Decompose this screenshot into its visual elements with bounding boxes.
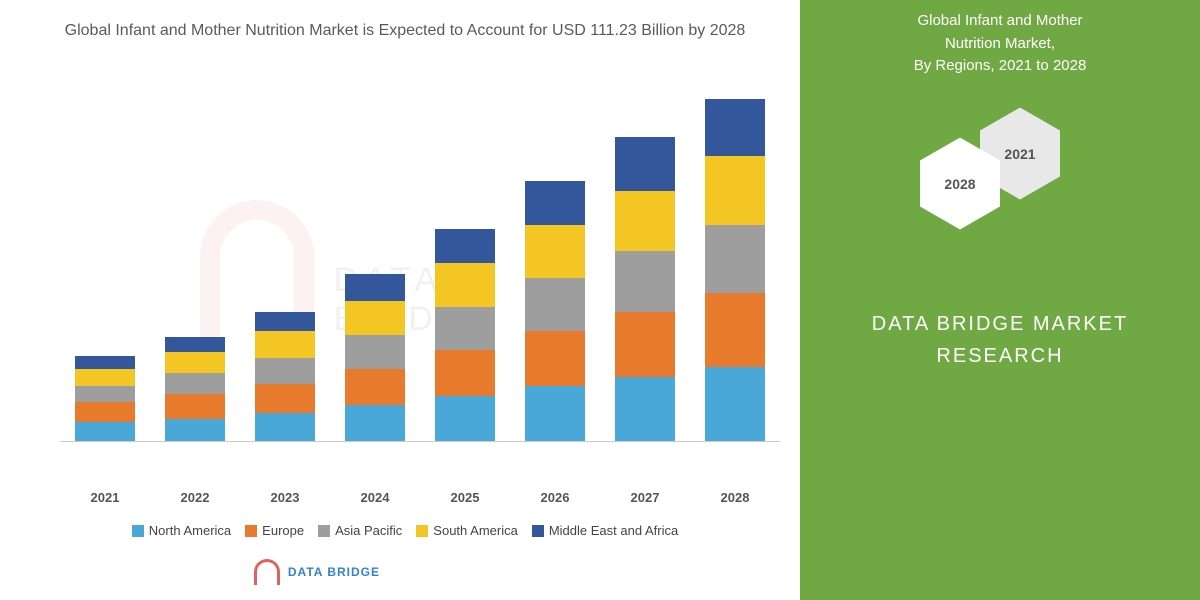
segment-2023-europe [255,384,315,413]
legend-swatch-icon [132,525,144,537]
segment-2024-north-america [345,405,405,441]
x-label-2025: 2025 [435,490,495,505]
segment-2024-south-america [345,301,405,335]
segment-2025-north-america [435,396,495,442]
segment-2027-europe [615,312,675,377]
x-label-2021: 2021 [75,490,135,505]
bar-2023 [255,62,315,441]
segment-2024-asia-pacific [345,335,405,369]
brand-line1: DATA BRIDGE MARKET [872,308,1128,340]
x-label-2026: 2026 [525,490,585,505]
right-title-line2: Nutrition Market, [914,33,1087,56]
legend-label: Asia Pacific [335,523,402,538]
segment-2028-south-america [705,156,765,224]
legend-label: Middle East and Africa [549,523,678,538]
footer-logo-text: DATA BRIDGE [288,565,380,579]
legend-swatch-icon [245,525,257,537]
brand-text: DATA BRIDGE MARKET RESEARCH [872,308,1128,372]
legend-label: Europe [262,523,304,538]
footer-logo-mark-icon [254,559,280,585]
segment-2022-north-america [165,419,225,442]
legend-swatch-icon [532,525,544,537]
segment-2026-north-america [525,386,585,441]
segment-2021-europe [75,402,135,423]
segment-2028-asia-pacific [705,225,765,293]
legend-label: South America [433,523,518,538]
segment-2023-asia-pacific [255,358,315,385]
segment-2026-europe [525,331,585,386]
chart-legend: North America Europe Asia Pacific South Ame… [30,523,780,538]
bar-2028 [705,62,765,441]
segment-2022-middle-east-and-africa [165,337,225,352]
right-panel-title: Global Infant and Mother Nutrition Marke… [894,10,1107,78]
segment-2025-middle-east-and-africa [435,229,495,263]
segment-2025-asia-pacific [435,307,495,351]
x-label-2027: 2027 [615,490,675,505]
bar-2026 [525,62,585,441]
x-label-2023: 2023 [255,490,315,505]
segment-2022-europe [165,394,225,419]
chart-area [30,62,780,482]
x-label-2028: 2028 [705,490,765,505]
segment-2028-europe [705,293,765,367]
left-panel: Global Infant and Mother Nutrition Marke… [0,0,800,600]
segment-2027-north-america [615,377,675,442]
segment-2026-middle-east-and-africa [525,181,585,225]
segment-2028-middle-east-and-africa [705,99,765,156]
segment-2027-south-america [615,191,675,252]
bar-2021 [75,62,135,441]
right-panel: Global Infant and Mother Nutrition Marke… [800,0,1200,600]
segment-2023-middle-east-and-africa [255,312,315,331]
segment-2024-europe [345,369,405,405]
segment-2022-south-america [165,352,225,373]
hexagon-badges: 2021 2028 [910,108,1090,258]
footer-logo: DATA BRIDGE [254,559,380,585]
brand-line2: RESEARCH [872,340,1128,372]
legend-swatch-icon [318,525,330,537]
segment-2026-asia-pacific [525,278,585,331]
bar-2022 [165,62,225,441]
bar-2025 [435,62,495,441]
segment-2025-europe [435,350,495,396]
x-label-2022: 2022 [165,490,225,505]
segment-2021-asia-pacific [75,386,135,401]
bar-2027 [615,62,675,441]
segment-2021-north-america [75,422,135,441]
segment-2024-middle-east-and-africa [345,274,405,301]
bar-2024 [345,62,405,441]
legend-item-north-america: North America [132,523,231,538]
segment-2021-middle-east-and-africa [75,356,135,369]
x-axis-labels: 2021 2022 2023 2024 2025 2026 2027 2028 [30,490,780,505]
legend-swatch-icon [416,525,428,537]
segment-2025-south-america [435,263,495,307]
stacked-bar-chart [60,62,780,442]
legend-item-south-america: South America [416,523,518,538]
segment-2023-south-america [255,331,315,358]
segment-2027-asia-pacific [615,251,675,312]
segment-2028-north-america [705,367,765,441]
legend-item-middle-east-and-africa: Middle East and Africa [532,523,678,538]
segment-2027-middle-east-and-africa [615,137,675,190]
segment-2023-north-america [255,413,315,442]
legend-label: North America [149,523,231,538]
main-container: Global Infant and Mother Nutrition Marke… [0,0,1200,600]
segment-2022-asia-pacific [165,373,225,394]
right-title-line3: By Regions, 2021 to 2028 [914,55,1087,78]
x-label-2024: 2024 [345,490,405,505]
chart-title: Global Infant and Mother Nutrition Marke… [30,20,780,42]
legend-item-europe: Europe [245,523,304,538]
legend-item-asia-pacific: Asia Pacific [318,523,402,538]
segment-2026-south-america [525,225,585,278]
segment-2021-south-america [75,369,135,386]
right-title-line1: Global Infant and Mother [914,10,1087,33]
